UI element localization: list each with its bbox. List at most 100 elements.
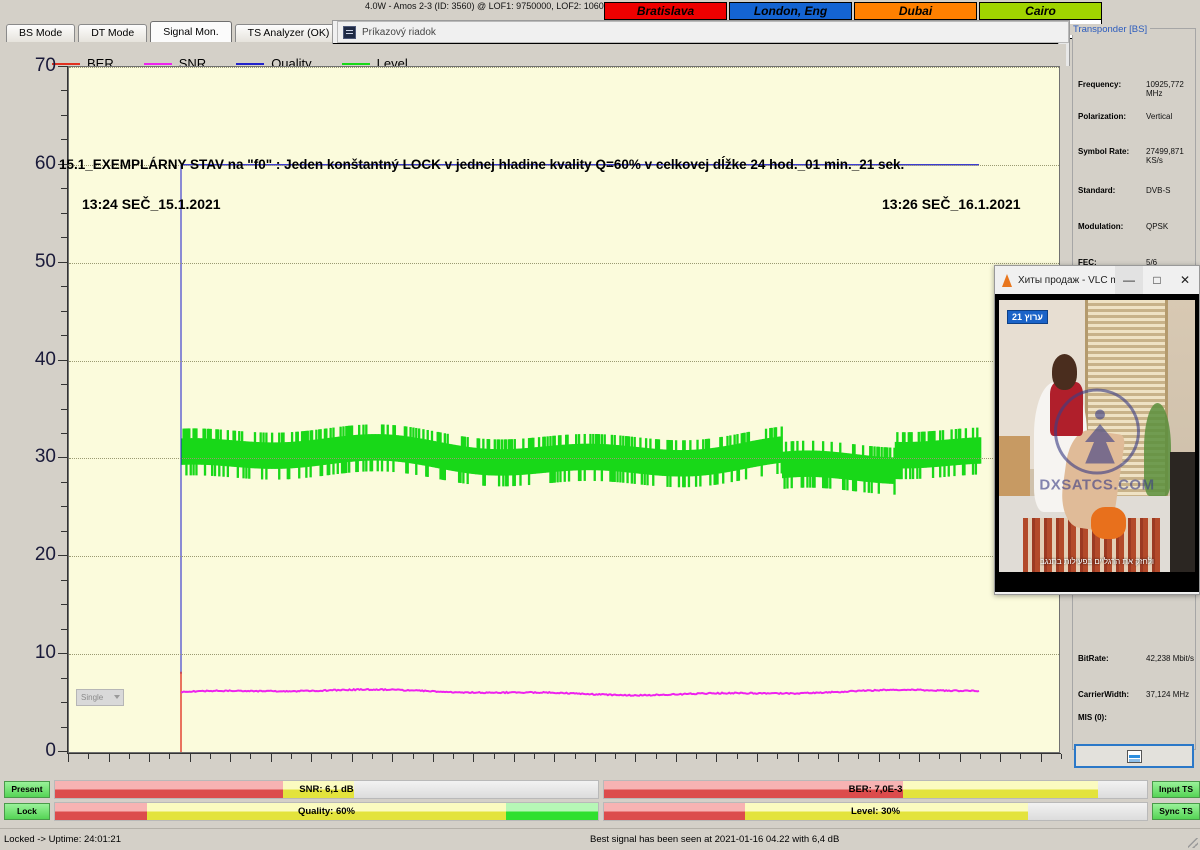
level-sample (189, 438, 192, 476)
grid-line (69, 164, 1059, 166)
level-sample (375, 434, 378, 461)
tab-dt-mode[interactable]: DT Mode (78, 24, 148, 42)
level-sample (309, 430, 312, 478)
watermark-satellite-icon (1054, 388, 1140, 475)
level-sample (612, 444, 615, 482)
tab-ts-analyzer[interactable]: TS Analyzer (OK) (234, 24, 343, 42)
level-sample (495, 449, 498, 476)
plot-area[interactable] (68, 66, 1060, 753)
level-sample (319, 429, 322, 477)
level-sample (926, 441, 929, 468)
level-sample (213, 438, 217, 477)
level-sample (810, 450, 813, 477)
level-sample (890, 457, 893, 484)
level-sample (188, 428, 191, 465)
level-sample (246, 441, 249, 468)
tab-bs-mode[interactable]: BS Mode (6, 24, 76, 42)
level-sample (212, 438, 215, 466)
console-icon (343, 25, 356, 39)
level-sample (583, 433, 586, 481)
tab-signal-mon[interactable]: Signal Mon. (150, 21, 232, 42)
level-sample (686, 450, 689, 477)
level-sample (436, 431, 439, 469)
level-sample (288, 442, 291, 480)
level-sample (744, 442, 748, 480)
level-sample (240, 431, 244, 468)
level-sample (349, 425, 352, 462)
level-sample (809, 450, 812, 488)
level-sample (663, 449, 666, 476)
level-sample (817, 450, 821, 478)
level-sample (348, 425, 351, 473)
level-sample (784, 441, 788, 478)
vlc-video-surface[interactable]: ערוץ 21 DXSATCS.COM ולחזק את הרגליים בפע… (995, 294, 1199, 592)
transponder-list-button[interactable] (1074, 744, 1194, 768)
level-sample (877, 446, 880, 494)
level-sample (572, 444, 575, 471)
level-sample (779, 436, 782, 463)
level-sample (970, 437, 973, 465)
x-axis-tick (757, 754, 759, 762)
level-sample (629, 446, 632, 473)
x-axis-tick (939, 754, 941, 759)
level-sample (238, 431, 241, 468)
level-sample (717, 447, 721, 474)
level-sample (360, 434, 364, 461)
level-sample (866, 455, 869, 482)
level-sample (600, 434, 604, 482)
vlc-close-button[interactable]: ✕ (1179, 273, 1191, 287)
level-sample (979, 437, 982, 464)
level-sample (565, 434, 568, 471)
x-axis-tick (777, 754, 779, 759)
transponder-field-value: QPSK (1146, 222, 1169, 231)
level-sample (879, 456, 882, 484)
level-sample (606, 444, 609, 471)
vlc-titlebar[interactable]: Хиты продаж - VLC me... — □ ✕ (995, 266, 1199, 294)
level-meter: Level: 30% (603, 801, 1149, 821)
level-sample (216, 429, 220, 466)
level-sample (556, 445, 559, 483)
y-axis-major-tick (58, 457, 68, 459)
level-sample (539, 446, 542, 474)
level-sample (242, 441, 245, 479)
level-sample (602, 444, 605, 471)
transponder-field-label: FEC: (1078, 258, 1097, 267)
ber-meter: BER: 7,0E-3 (603, 779, 1149, 799)
level-sample (881, 456, 885, 484)
level-sample (740, 433, 743, 470)
mis-select[interactable]: Single (76, 689, 124, 706)
level-sample (833, 451, 836, 479)
level-sample (959, 428, 962, 465)
level-sample (350, 425, 354, 462)
grid-line (69, 654, 1059, 656)
vlc-maximize-button[interactable]: □ (1153, 273, 1161, 287)
level-sample (580, 443, 584, 471)
x-axis-tick (919, 754, 921, 762)
level-sample (256, 442, 259, 469)
y-axis-major-tick (58, 359, 68, 361)
vlc-media-player-window[interactable]: Хиты продаж - VLC me... — □ ✕ ערוץ 21 (994, 265, 1200, 595)
y-axis-major-tick (58, 653, 68, 655)
resize-grip[interactable] (1188, 838, 1198, 848)
level-sample (370, 434, 374, 472)
level-sample (719, 437, 722, 474)
level-sample (530, 437, 534, 475)
level-sample (592, 433, 595, 471)
level-sample (649, 438, 652, 475)
mode-tabs: BS Mode DT Mode Signal Mon. TS Analyzer … (6, 21, 343, 42)
level-sample (759, 439, 762, 466)
level-sample (806, 450, 809, 488)
level-sample (479, 448, 482, 475)
level-sample (396, 435, 399, 462)
level-sample (753, 440, 756, 467)
y-axis-major-tick (58, 163, 68, 165)
level-sample (329, 427, 332, 465)
level-sample (536, 447, 539, 474)
vlc-minimize-button[interactable]: — (1115, 266, 1143, 294)
level-sample (369, 434, 372, 472)
level-sample (973, 437, 976, 464)
level-sample (642, 447, 645, 475)
level-red-segment (604, 802, 746, 820)
level-sample (859, 454, 862, 482)
level-sample (195, 428, 198, 476)
